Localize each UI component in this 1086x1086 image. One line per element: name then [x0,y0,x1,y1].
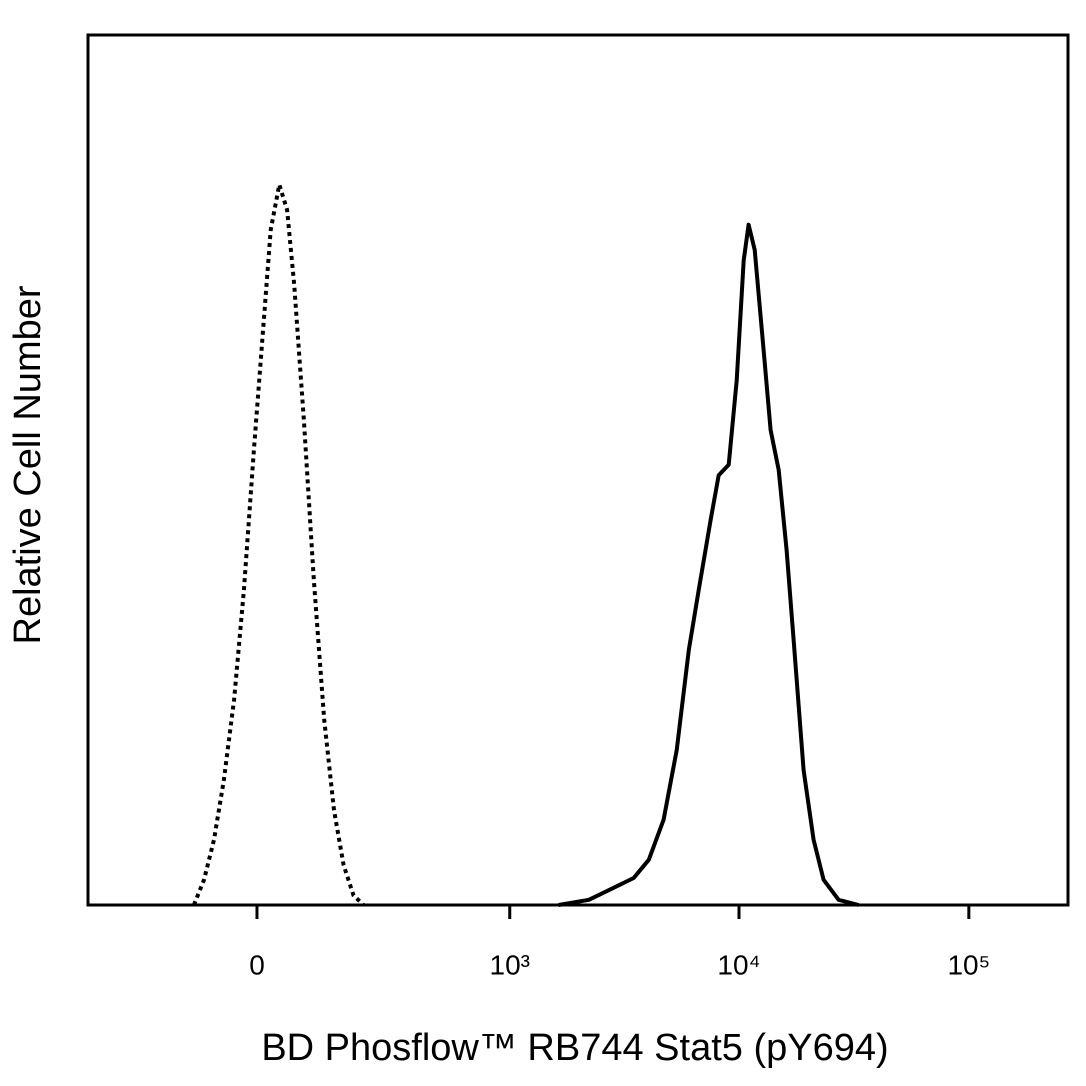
x-tick-label: 0 [249,949,265,980]
x-axis-label: BD Phosflow™ RB744 Stat5 (pY694) [261,1027,888,1069]
plot-frame [86,33,1070,907]
x-tick-label: 10³ [490,949,530,980]
histogram-line [558,222,860,907]
x-tick-label: 10⁴ [717,949,760,980]
y-axis-label: Relative Cell Number [7,285,49,644]
x-tick-label: 10⁵ [947,949,990,980]
histogram-line [192,182,365,907]
